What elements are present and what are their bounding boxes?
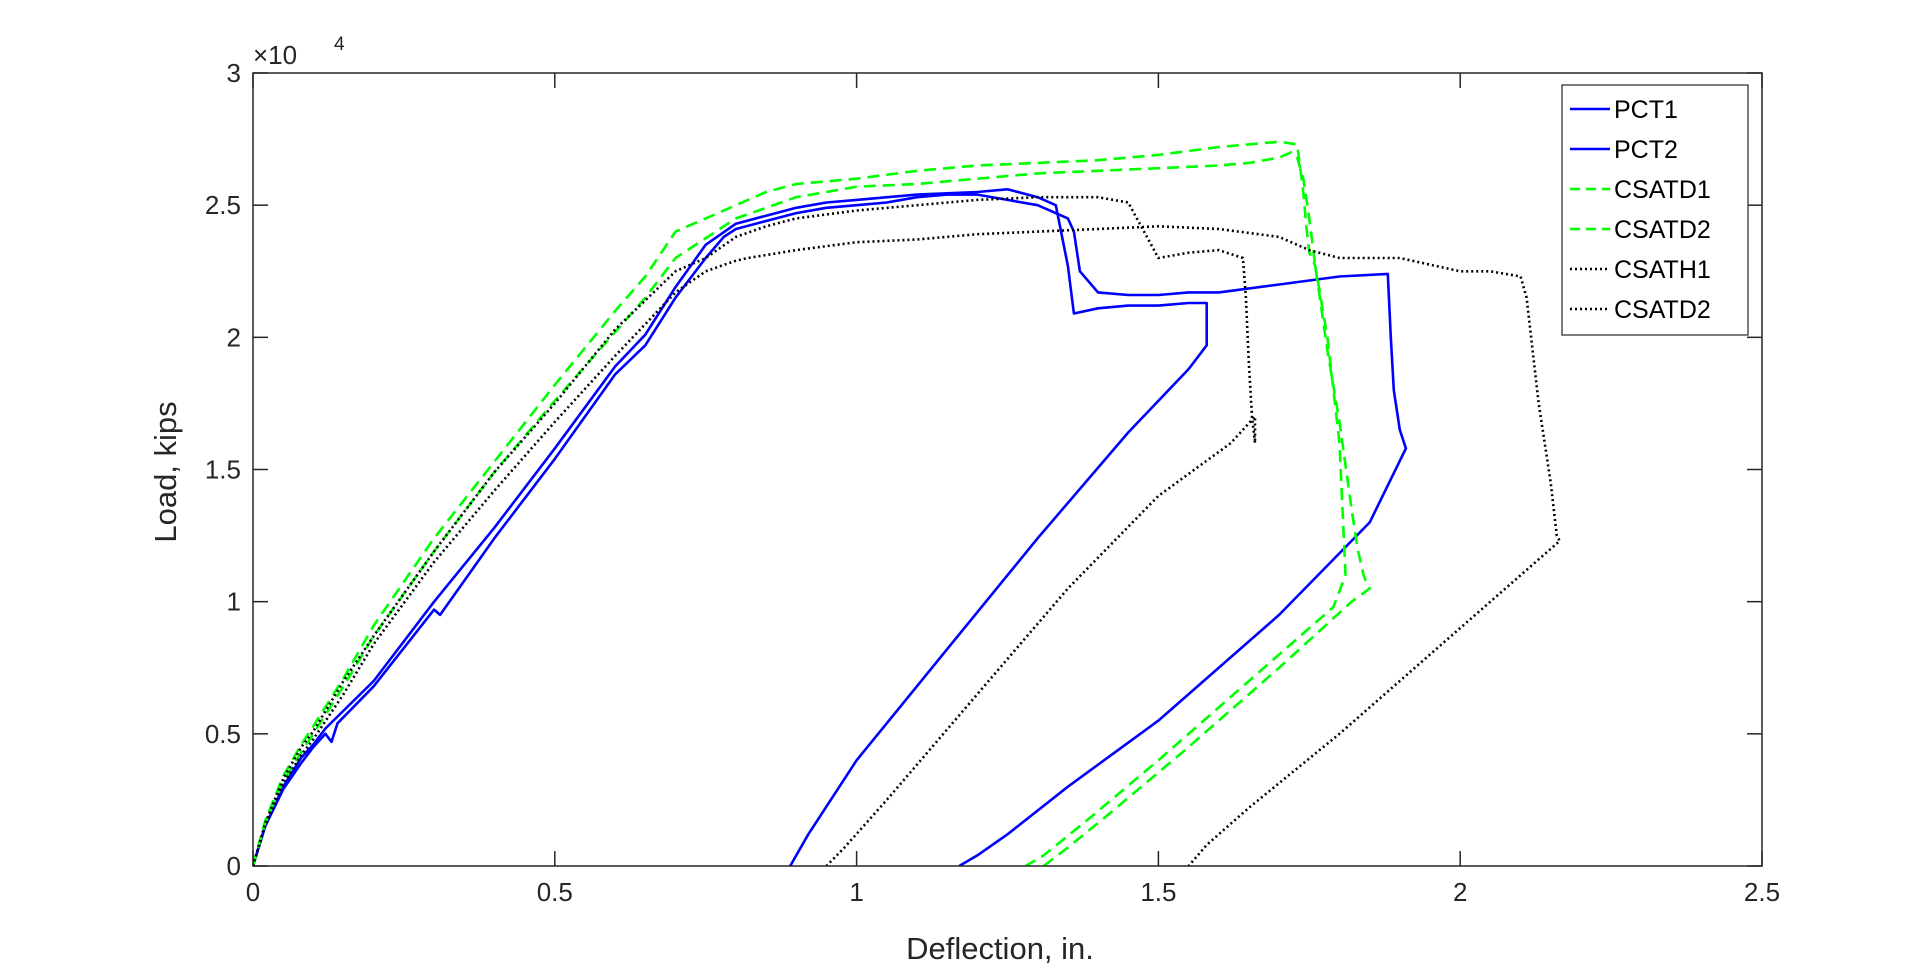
y-axis-label: Load, kips (148, 401, 183, 542)
y-tick-label: 2.5 (205, 190, 241, 220)
series-line-1 (253, 193, 1408, 866)
legend-label: CSATD2 (1614, 296, 1711, 324)
x-tick-label: 0.5 (537, 877, 573, 907)
y-tick-label: 1.5 (205, 455, 241, 485)
axes-box (252, 72, 1763, 867)
x-tick-label: 2.5 (1744, 877, 1780, 907)
y-tick-label: 3 (227, 58, 241, 88)
legend-box (1561, 84, 1749, 336)
legend-label: CSATH1 (1614, 256, 1711, 284)
series-line-6 (253, 225, 1562, 866)
y-tick-label: 0 (227, 851, 241, 881)
series-line-2 (253, 188, 1208, 866)
x-tick-label: 0 (246, 877, 260, 907)
y-tick-label: 0.5 (205, 719, 241, 749)
legend-label: PCT2 (1614, 136, 1678, 164)
x-tick-label: 2 (1453, 877, 1467, 907)
x-tick-label: 1.5 (1140, 877, 1176, 907)
labels: Deflection, in. Load, kips ×10 4 (148, 34, 1094, 963)
y-tick-label: 1 (227, 587, 241, 617)
series-layer (253, 140, 1562, 866)
series-line-3 (253, 151, 1371, 866)
y-tick-label: 2 (227, 322, 241, 352)
legend-label: PCT1 (1614, 96, 1678, 124)
y-exponent-base: ×10 (253, 40, 297, 70)
axes: 0 0.5 1 1.5 2 2.5 0 0.5 1 1.5 2 2.5 3 (205, 58, 1780, 907)
legend: PCT1 PCT2 CSATD1 CSATD2 CSATH1 CSATD2 (1561, 84, 1749, 336)
y-exponent-power: 4 (334, 34, 345, 55)
x-axis-label: Deflection, in. (906, 931, 1094, 963)
x-tick-label: 1 (849, 877, 863, 907)
series-line-5 (253, 195, 1257, 866)
series-line-4 (253, 140, 1347, 866)
legend-label: CSATD2 (1614, 216, 1711, 244)
legend-label: CSATD1 (1614, 176, 1711, 204)
